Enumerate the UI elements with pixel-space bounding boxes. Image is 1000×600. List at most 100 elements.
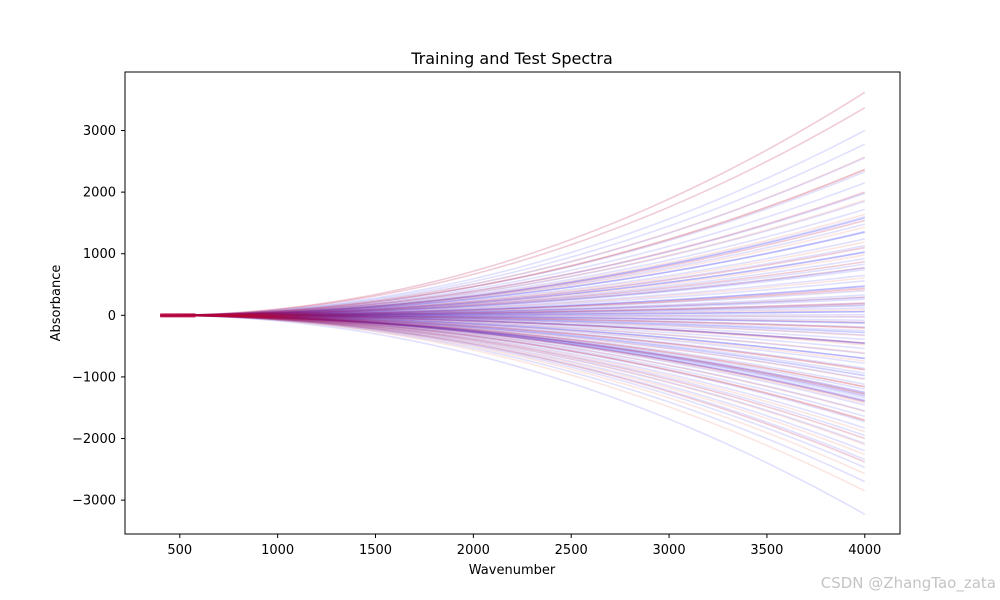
spectrum-line bbox=[160, 257, 865, 317]
x-axis: 500 1000 1500 2000 2500 3000 3500 4000 bbox=[167, 534, 881, 558]
spectrum-line bbox=[160, 310, 865, 317]
spectrum-line bbox=[160, 314, 865, 375]
spectrum-line bbox=[160, 314, 865, 395]
spectrum-line bbox=[160, 314, 866, 463]
spectrum-line bbox=[160, 314, 866, 515]
y-tick-label: −1000 bbox=[72, 370, 116, 385]
spectrum-line bbox=[160, 314, 865, 403]
spectrum-line bbox=[160, 314, 865, 346]
y-tick-label: 3000 bbox=[83, 124, 116, 139]
spectrum-line bbox=[160, 314, 865, 330]
spectrum-line bbox=[160, 226, 865, 317]
spectrum-line bbox=[160, 314, 865, 345]
y-tick-label: 2000 bbox=[83, 186, 116, 201]
spectrum-line bbox=[160, 314, 865, 399]
spectrum-line bbox=[160, 213, 865, 317]
spectrum-line bbox=[160, 171, 866, 317]
watermark: CSDN @ZhangTao_zata bbox=[820, 574, 996, 592]
spectrum-line bbox=[160, 274, 865, 317]
spectrum-line bbox=[160, 303, 865, 317]
spectrum-line bbox=[160, 314, 865, 396]
spectrum-line bbox=[160, 208, 865, 317]
spectrum-line bbox=[160, 251, 865, 317]
y-axis: −3000 −2000 −1000 0 1000 2000 3000 bbox=[72, 124, 125, 509]
spectrum-line bbox=[160, 313, 865, 317]
spectrum-line bbox=[160, 285, 865, 317]
x-tick-label: 2500 bbox=[555, 543, 588, 558]
spectrum-line bbox=[160, 314, 865, 337]
spectrum-line bbox=[160, 314, 865, 318]
spectrum-line bbox=[160, 107, 866, 317]
spectrum-line bbox=[160, 314, 866, 440]
spectrum-line bbox=[160, 314, 865, 365]
spectrum-line bbox=[160, 314, 866, 469]
spectrum-line bbox=[160, 288, 865, 317]
spectrum-line bbox=[160, 91, 866, 317]
spectrum-line bbox=[160, 314, 865, 354]
spectrum-line bbox=[160, 219, 865, 317]
spectrum-line bbox=[160, 314, 866, 429]
spectrum-line bbox=[160, 238, 865, 317]
spectrum-line bbox=[160, 314, 865, 388]
spectrum-line bbox=[160, 314, 865, 412]
spectrum-line bbox=[160, 314, 865, 362]
spectrum-line bbox=[160, 314, 865, 355]
spectrum-line bbox=[160, 314, 865, 323]
spectrum-line bbox=[160, 182, 866, 317]
y-tick-label: 0 bbox=[108, 309, 116, 324]
spectrum-line bbox=[160, 289, 865, 317]
spectrum-line bbox=[160, 314, 865, 405]
spectrum-line bbox=[160, 314, 865, 360]
spectrum-line bbox=[160, 314, 865, 391]
spectrum-line bbox=[160, 314, 866, 452]
spectrum-line bbox=[160, 314, 865, 341]
spectrum-line bbox=[160, 314, 865, 388]
spectrum-line bbox=[160, 268, 865, 317]
spectrum-line bbox=[160, 284, 865, 317]
y-tick-label: 1000 bbox=[83, 247, 116, 262]
spectrum-line bbox=[160, 314, 866, 492]
spectrum-line bbox=[160, 314, 865, 322]
spectrum-line bbox=[160, 200, 866, 317]
spectrum-line bbox=[160, 314, 865, 386]
spectrum-line bbox=[160, 217, 865, 317]
spectrum-line bbox=[160, 294, 865, 317]
spectrum-line bbox=[160, 314, 865, 318]
spectrum-line bbox=[160, 314, 865, 332]
spectrum-line bbox=[160, 156, 866, 317]
spectrum-line bbox=[160, 314, 865, 328]
spectrum-line bbox=[160, 314, 865, 325]
spectrum-line bbox=[160, 314, 865, 360]
spectrum-line bbox=[160, 215, 865, 317]
x-tick-label: 4000 bbox=[848, 543, 881, 558]
spectrum-line bbox=[160, 302, 865, 317]
spectrum-line bbox=[160, 314, 866, 456]
spectrum-line bbox=[160, 241, 865, 317]
spectrum-line bbox=[160, 266, 865, 317]
x-tick-label: 2000 bbox=[457, 543, 490, 558]
y-axis-label: Absorbance bbox=[49, 265, 64, 342]
spectrum-line bbox=[160, 280, 865, 317]
spectrum-line bbox=[160, 246, 865, 317]
spectrum-line bbox=[160, 314, 865, 397]
spectrum-line bbox=[160, 244, 865, 317]
x-tick-label: 1000 bbox=[261, 543, 294, 558]
spectrum-line bbox=[160, 314, 865, 403]
spectrum-line bbox=[160, 254, 865, 317]
spectrum-line bbox=[160, 168, 866, 317]
spectrum-line bbox=[160, 314, 866, 437]
y-tick-label: −2000 bbox=[72, 432, 116, 447]
spectrum-line bbox=[160, 314, 865, 423]
spectrum-line bbox=[160, 296, 865, 317]
spectrum-line bbox=[160, 314, 866, 433]
x-tick-label: 1500 bbox=[359, 543, 392, 558]
series-layer bbox=[160, 91, 866, 515]
spectrum-line bbox=[160, 304, 865, 317]
spectrum-line bbox=[160, 314, 865, 381]
spectrum-line bbox=[160, 169, 866, 317]
spectrum-line bbox=[160, 143, 866, 317]
spectrum-line bbox=[160, 314, 865, 407]
spectrum-line bbox=[160, 314, 865, 422]
